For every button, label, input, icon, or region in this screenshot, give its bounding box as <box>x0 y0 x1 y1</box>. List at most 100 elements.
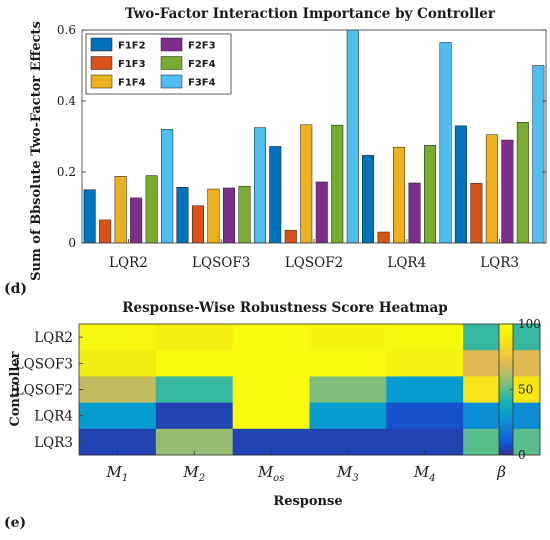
legend-swatch-F1F2 <box>90 37 113 52</box>
heatmap-y-label: Controller <box>8 351 23 426</box>
heatmap-panel: Response-Wise Robustness Score Heatmap C… <box>4 300 541 531</box>
legend-swatch-F2F3 <box>160 37 183 52</box>
bar-F1F2-LQR3 <box>454 125 467 243</box>
legend: F1F2 F2F3 F1F3 F2F4 F1F4 F3F4 <box>85 33 232 95</box>
y-tick-label: 0 <box>68 236 76 250</box>
x-tick-label: LQR2 <box>109 255 148 271</box>
legend-label-F1F3: F1F3 <box>118 59 146 70</box>
colorbar-tick-label: 0 <box>518 448 526 462</box>
x-tick-label: LQSOF2 <box>285 255 343 271</box>
bar-F1F3-LQR2 <box>99 219 112 243</box>
bar-F2F3-LQSOF2 <box>315 181 328 243</box>
bar-F1F2-LQR4 <box>362 155 375 243</box>
bar-F1F4-LQSOF2 <box>300 124 313 243</box>
bar-F2F4-LQR3 <box>516 122 529 243</box>
heat-cell-LQSOF2-2 <box>232 376 310 404</box>
y-tick-label: 0.6 <box>57 23 76 37</box>
bar-F2F3-LQR4 <box>408 182 421 243</box>
legend-swatch-F3F4 <box>160 74 183 89</box>
x-tick-label: LQR4 <box>387 255 426 271</box>
heat-cell-LQSOF3-2 <box>232 350 310 377</box>
row-label: LQSOF2 <box>15 383 73 399</box>
bar-F1F2-LQSOF3 <box>176 187 189 243</box>
bar-F1F3-LQR4 <box>377 231 390 243</box>
legend-label-F2F3: F2F3 <box>188 41 216 52</box>
bar-F3F4-LQSOF3 <box>253 127 266 243</box>
heat-cell-LQSOF3-1 <box>155 350 234 377</box>
column-label: β <box>496 463 506 481</box>
y-tick-label: 0.4 <box>57 94 76 108</box>
bar-F3F4-LQR3 <box>532 65 545 243</box>
heat-cell-LQSOF3-4 <box>386 350 464 377</box>
heat-cell-LQSOF3-3 <box>309 350 387 377</box>
heat-cell-LQSOF2-3 <box>309 376 387 404</box>
bar-F1F4-LQR4 <box>393 146 406 243</box>
bar-chart-panel: Two-Factor Interaction Importance by Con… <box>4 6 547 297</box>
legend-label-F2F4: F2F4 <box>188 59 216 70</box>
heat-cell-LQR4-0 <box>79 402 157 430</box>
heatmap-x-label: Response <box>273 494 342 509</box>
bar-F3F4-LQR2 <box>161 129 174 243</box>
heat-cell-LQR4-4 <box>386 402 464 430</box>
bar-F2F3-LQSOF3 <box>222 187 235 243</box>
legend-label-F3F4: F3F4 <box>188 78 216 89</box>
heat-cell-LQR2-0 <box>79 324 157 351</box>
bar-F2F4-LQR4 <box>424 145 437 243</box>
heat-cell-LQR4-2 <box>232 402 310 430</box>
bar-chart-panel-label: (d) <box>4 281 27 297</box>
colorbar-tick-label: 100 <box>518 317 541 331</box>
column-label: M1 <box>106 463 129 484</box>
heat-cell-LQR2-1 <box>155 324 234 351</box>
y-tick-label: 0.2 <box>57 165 76 179</box>
x-tick-label: LQR3 <box>480 255 519 271</box>
bar-F2F4-LQR2 <box>145 175 158 243</box>
legend-swatch-F1F3 <box>90 56 113 70</box>
bar-F2F3-LQR3 <box>501 139 514 243</box>
heat-cell-LQSOF3-0 <box>79 350 157 377</box>
heat-cell-LQR2-2 <box>232 324 310 351</box>
bar-F1F4-LQR3 <box>485 134 498 243</box>
legend-swatch-F2F4 <box>160 56 183 70</box>
bar-plot-area: LQR2 LQSOF3 LQSOF2 LQR4 LQR3 0 0.2 0.4 0.6 F1F2 F2… <box>57 23 547 271</box>
column-label: M4 <box>413 463 436 484</box>
heat-cell-LQR2-3 <box>309 324 387 351</box>
bar-chart-title: Two-Factor Interaction Importance by Con… <box>125 6 496 22</box>
bar-F1F3-LQSOF2 <box>284 229 297 243</box>
heat-cell-LQR4-1 <box>155 402 234 430</box>
row-label: LQSOF3 <box>15 356 73 372</box>
heat-cell-LQSOF2-1 <box>155 376 234 404</box>
bar-F2F4-LQSOF2 <box>331 124 344 243</box>
bar-F1F2-LQR2 <box>83 189 96 243</box>
heat-cell-LQR4-3 <box>309 402 387 430</box>
bar-F1F2-LQSOF2 <box>269 146 282 243</box>
bar-F3F4-LQR4 <box>439 42 452 243</box>
legend-label-F1F4: F1F4 <box>118 78 146 89</box>
heatmap-title: Response-Wise Robustness Score Heatmap <box>122 300 447 316</box>
bar-F2F4-LQSOF3 <box>238 185 251 243</box>
bar-F1F4-LQSOF3 <box>207 188 220 243</box>
bar-axes-box <box>81 29 547 244</box>
heatmap-plot-area: LQR2 LQSOF3 LQSOF2 LQR4 LQR3 M1 M2 Mos M3 M4 β0 50 1… <box>15 317 541 484</box>
bar-chart-y-label: Sum of Bbsolute Two-Factor Effects <box>29 21 44 281</box>
bar-F1F3-LQSOF3 <box>191 205 204 243</box>
bar-F2F3-LQR2 <box>130 197 143 243</box>
heat-cell-LQR2-4 <box>386 324 464 351</box>
bar-F1F3-LQR3 <box>470 183 483 243</box>
row-label: LQR2 <box>34 330 73 346</box>
bar-F1F4-LQR2 <box>114 176 127 243</box>
colorbar-tick-label: 50 <box>518 383 533 397</box>
row-label: LQR3 <box>34 435 73 451</box>
legend-label-F1F2: F1F2 <box>118 41 146 52</box>
x-tick-label: LQSOF3 <box>192 255 250 271</box>
column-label: M3 <box>336 463 359 484</box>
column-label: Mos <box>257 463 285 484</box>
heat-cell-LQSOF2-4 <box>386 376 464 404</box>
bar-F3F4-LQSOF2 <box>346 30 359 243</box>
heatmap-panel-label: (e) <box>4 515 26 531</box>
row-label: LQR4 <box>34 409 73 425</box>
bars-group <box>83 30 545 243</box>
legend-swatch-F1F4 <box>90 74 113 89</box>
heat-cell-LQSOF2-0 <box>79 376 157 404</box>
column-label: M2 <box>182 463 205 484</box>
